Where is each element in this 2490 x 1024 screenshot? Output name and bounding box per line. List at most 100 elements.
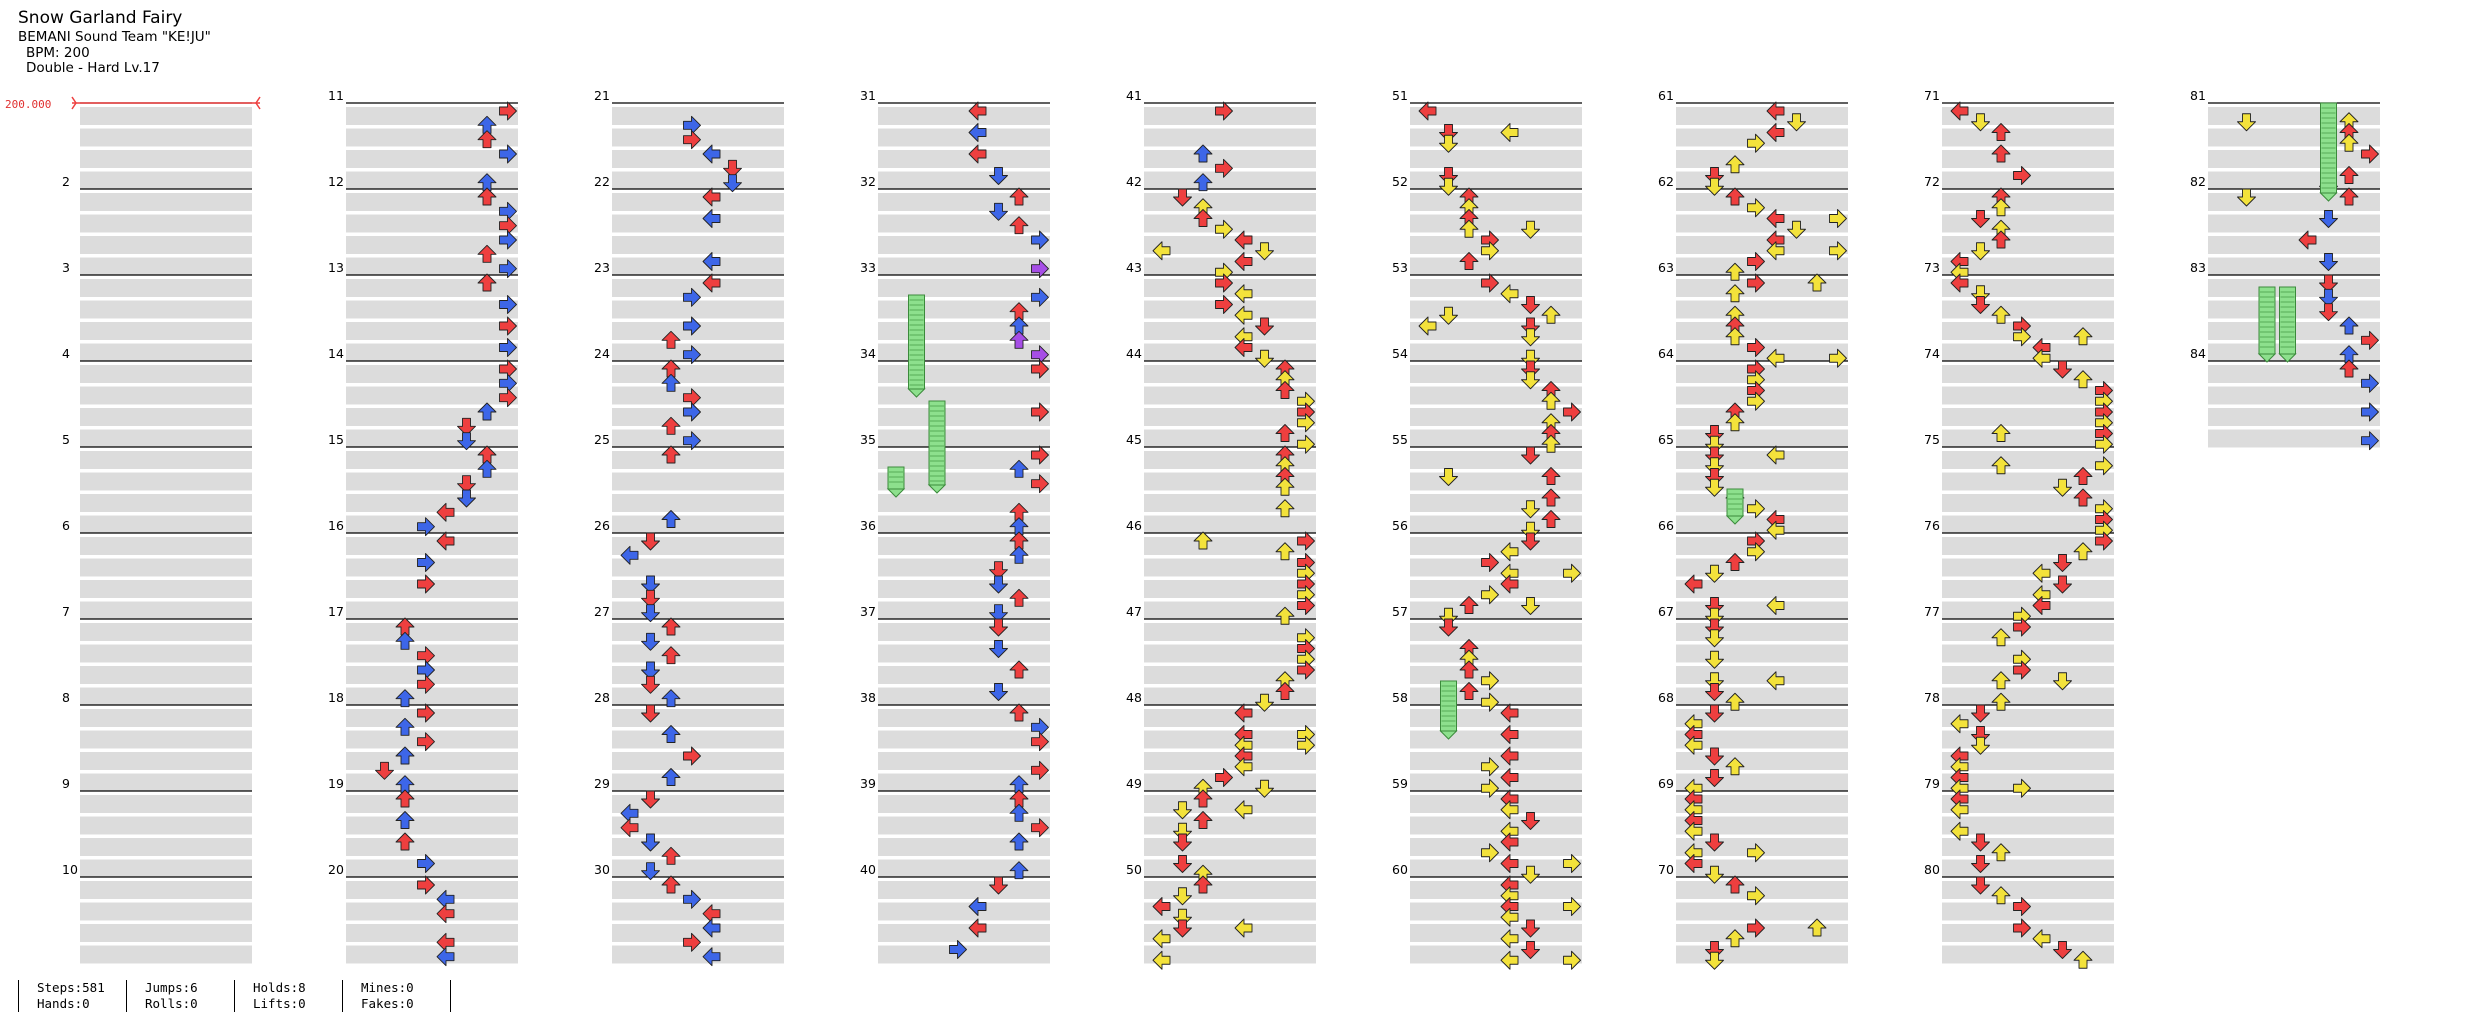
arrow-down-icon — [1971, 296, 1990, 314]
beat-band — [80, 386, 252, 405]
beat-band — [1144, 150, 1316, 168]
measure-number: 29 — [594, 776, 610, 791]
arrow-up-icon — [2073, 950, 2093, 969]
beat-band — [1410, 236, 1582, 254]
arrow-right-icon — [1481, 273, 1499, 293]
arrow-down-icon — [1173, 855, 1192, 873]
measure-number: 3 — [62, 260, 70, 275]
beat-band — [80, 752, 252, 770]
beat-band — [1942, 945, 2114, 964]
bpm-line-start-cap — [71, 96, 77, 110]
arrow-down-icon — [641, 632, 660, 651]
arrow-up-icon — [1725, 757, 1745, 776]
beat-band — [1144, 343, 1316, 362]
arrow-down-icon — [1255, 779, 1274, 798]
beat-band — [878, 752, 1050, 770]
arrow-up-icon — [395, 811, 415, 829]
measure-number: 32 — [860, 174, 876, 189]
beat-band — [1676, 687, 1848, 706]
arrow-up-icon — [395, 689, 415, 708]
arrow-up-icon — [477, 402, 497, 421]
beat-band — [346, 257, 518, 276]
beat-band — [80, 193, 252, 211]
beat-band — [1942, 279, 2114, 297]
stats-group-holds: Holds:8 Lifts:0 — [234, 980, 306, 1012]
beat-band — [80, 924, 252, 942]
arrow-down-icon — [2319, 303, 2338, 322]
arrow-down-icon — [1971, 285, 1990, 304]
arrow-right-icon — [1481, 843, 1499, 863]
beat-band — [80, 322, 252, 340]
arrow-up-icon — [477, 459, 497, 478]
arrow-up-icon — [2073, 488, 2093, 507]
arrow-left-icon — [1500, 123, 1519, 142]
arrow-up-icon — [1009, 832, 1029, 851]
beat-band — [80, 816, 252, 835]
measure-number: 63 — [1658, 260, 1674, 275]
beat-band — [612, 902, 784, 921]
arrow-left-icon — [1766, 348, 1785, 368]
beat-band — [1410, 257, 1582, 276]
beat-band — [1676, 945, 1848, 964]
arrow-down-icon — [1705, 629, 1724, 648]
beat-band — [1676, 107, 1848, 125]
arrow-right-icon — [1747, 273, 1765, 293]
arrow-up-icon — [661, 689, 681, 708]
beat-band — [1676, 924, 1848, 942]
measure-number: 6 — [62, 518, 70, 533]
beat-band — [1942, 257, 2114, 276]
beat-band — [346, 709, 518, 727]
beat-band — [1410, 515, 1582, 534]
beat-band — [1676, 752, 1848, 770]
beat-band — [878, 623, 1050, 641]
arrow-right-icon — [1829, 348, 1847, 368]
measure-number: 45 — [1126, 432, 1142, 447]
arrow-down-icon — [375, 761, 394, 780]
arrow-up-icon — [1991, 692, 2011, 711]
arrow-right-icon — [2013, 660, 2031, 680]
beat-band — [1410, 451, 1582, 469]
beat-band — [346, 386, 518, 405]
beat-band — [612, 322, 784, 340]
arrow-up-icon — [1009, 187, 1029, 206]
arrow-right-icon — [1297, 531, 1315, 551]
measure-number: 11 — [328, 88, 344, 103]
beat-band — [2208, 429, 2380, 448]
arrow-up-icon — [1193, 875, 1213, 894]
beat-band — [1410, 558, 1582, 577]
arrow-down-icon — [1705, 769, 1724, 787]
measure-number: 8 — [62, 690, 70, 705]
arrow-left-icon — [2032, 596, 2051, 615]
arrow-down-icon — [1521, 941, 1540, 959]
beat-band — [1144, 279, 1316, 297]
arrow-up-icon — [1009, 459, 1029, 478]
measure-number: 7 — [62, 604, 70, 619]
beat-band — [1410, 859, 1582, 878]
beat-band — [1144, 236, 1316, 254]
beat-band — [1144, 107, 1316, 125]
stat-rolls: Rolls:0 — [145, 996, 198, 1011]
beat-band — [1410, 365, 1582, 383]
arrow-right-icon — [1563, 402, 1581, 422]
beat-band — [80, 537, 252, 555]
beat-band — [1144, 300, 1316, 319]
arrow-down-icon — [1521, 521, 1540, 540]
arrow-right-icon — [1215, 219, 1233, 239]
arrow-left-icon — [1766, 123, 1785, 142]
measure-number: 21 — [594, 88, 610, 103]
beat-band — [80, 580, 252, 598]
beat-band — [2208, 257, 2380, 276]
arrow-right-icon — [1481, 553, 1499, 572]
arrow-down-icon — [1521, 360, 1540, 379]
beat-band — [612, 752, 784, 770]
measure-number: 79 — [1924, 776, 1940, 791]
beat-band — [1144, 859, 1316, 878]
arrow-down-icon — [641, 575, 660, 594]
beat-band — [346, 214, 518, 233]
beat-band — [1942, 386, 2114, 405]
beat-band — [1676, 494, 1848, 512]
arrow-right-icon — [1297, 596, 1315, 615]
hold-note-icon — [2319, 102, 2338, 202]
arrow-down-icon — [1521, 812, 1540, 830]
beat-band — [2208, 408, 2380, 426]
